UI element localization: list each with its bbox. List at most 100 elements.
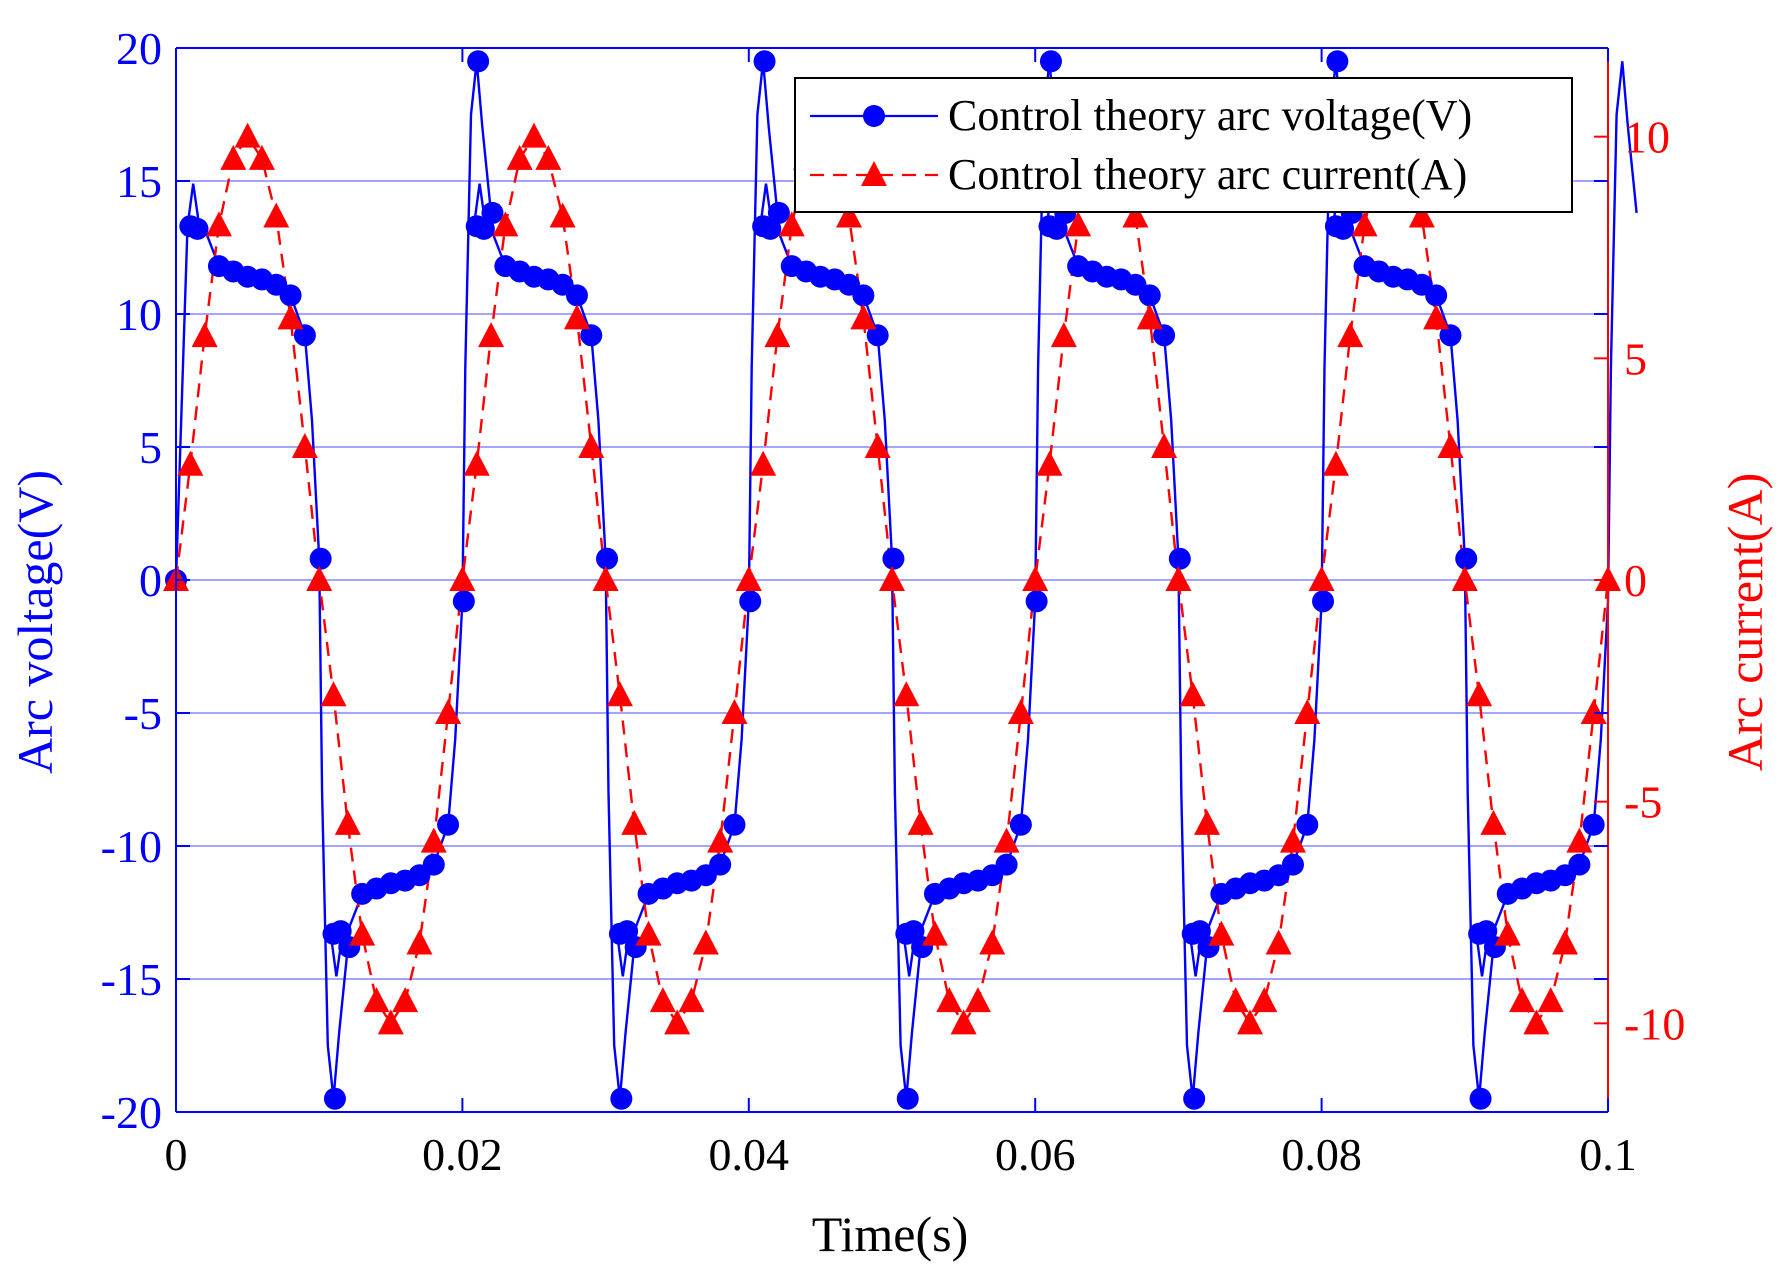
current-point (521, 122, 547, 148)
current-point (936, 987, 963, 1013)
current-point (1294, 699, 1321, 724)
voltage-point (186, 217, 209, 240)
current-point (406, 929, 433, 955)
x-tick-label: 0.06 (995, 1129, 1076, 1180)
current-point (1466, 681, 1493, 707)
current-point (1480, 809, 1507, 835)
y-right-tick-label: 10 (1624, 112, 1670, 163)
legend-voltage-marker (863, 105, 885, 127)
current-point (248, 144, 275, 170)
voltage-point (739, 590, 762, 613)
current-point (707, 827, 734, 853)
current-point (721, 699, 748, 724)
current-point (1279, 827, 1306, 853)
current-point (334, 809, 361, 835)
voltage-point (596, 547, 619, 570)
current-point (1494, 920, 1521, 946)
current-point (478, 322, 505, 348)
current-point (621, 809, 648, 835)
current-point (1322, 450, 1349, 476)
voltage-point (852, 284, 875, 307)
current-point (993, 827, 1020, 853)
current-point (1351, 211, 1378, 237)
voltage-point (293, 324, 316, 347)
legend-box (794, 77, 1573, 213)
current-point (1509, 987, 1536, 1013)
current-point (263, 202, 290, 228)
current-point (1007, 699, 1034, 724)
current-point (592, 566, 619, 591)
voltage-point (882, 547, 905, 570)
current-point (893, 681, 920, 707)
axes: 20 15 10 5 0 -5 -10 -15 -20 10 5 0 -5 -10 0 0.02 0.04 0.0… (101, 23, 1686, 1180)
voltage-point (759, 217, 782, 240)
current-point (291, 433, 318, 458)
current-point (606, 681, 633, 707)
current-point (363, 987, 390, 1013)
voltage-point (616, 920, 639, 943)
y-left-tick-label: -10 (101, 821, 162, 872)
current-point (1523, 1009, 1550, 1035)
y-left-tick-label: 20 (116, 23, 162, 74)
current-point (463, 450, 490, 476)
current-point (420, 827, 447, 853)
voltage-point (467, 50, 490, 73)
voltage-point (610, 1087, 633, 1110)
y-left-tick-label: -5 (124, 688, 162, 739)
current-point (1165, 566, 1192, 591)
voltage-point (437, 813, 460, 836)
voltage-point (1455, 547, 1478, 570)
current-point (535, 144, 562, 170)
current-point (1065, 211, 1092, 237)
voltage-point (723, 813, 746, 836)
y-left-tick-label: 5 (139, 422, 162, 473)
voltage-point (1281, 853, 1304, 876)
y-left-tick-label: 0 (139, 555, 162, 606)
voltage-point (1439, 324, 1462, 347)
x-tick-label: 0 (165, 1129, 188, 1180)
current-point (1036, 450, 1063, 476)
voltage-point (580, 324, 603, 347)
current-point (979, 929, 1006, 955)
y-right-tick-label: -5 (1624, 777, 1662, 828)
voltage-point (472, 217, 495, 240)
voltage-point (866, 324, 889, 347)
current-point (879, 566, 905, 591)
voltage-point (995, 853, 1018, 876)
y-axis-right-label: Arc current(A) (1717, 473, 1773, 771)
voltage-point (1296, 813, 1319, 836)
voltage-point (1475, 920, 1498, 943)
current-point (1451, 566, 1478, 591)
x-tick-label: 0.08 (1281, 1129, 1362, 1180)
current-point (1580, 699, 1607, 724)
current-point (320, 681, 347, 707)
y-right-tick-label: 0 (1624, 555, 1647, 606)
x-tick-label: 0.04 (709, 1129, 790, 1180)
voltage-point (329, 920, 352, 943)
voltage-point (1312, 590, 1335, 613)
voltage-point (753, 50, 776, 73)
current-point (1194, 809, 1221, 835)
current-point (563, 304, 590, 330)
voltage-point (1326, 50, 1349, 73)
current-point (449, 566, 476, 591)
y-left-tick-label: -15 (101, 954, 162, 1005)
current-point (750, 450, 777, 476)
current-point (850, 304, 877, 330)
current-point (635, 920, 662, 946)
current-point (950, 1009, 977, 1035)
voltage-point (1332, 217, 1355, 240)
current-point (1566, 827, 1593, 853)
current-point (907, 809, 934, 835)
legend-current-marker (861, 161, 887, 186)
current-point (1208, 920, 1235, 946)
voltage-point (1188, 920, 1211, 943)
current-point (964, 987, 991, 1013)
current-point (1265, 929, 1292, 955)
current-point (1222, 987, 1249, 1013)
y-left-tick-label: 10 (116, 289, 162, 340)
current-point (1423, 304, 1450, 330)
current-point (764, 322, 791, 348)
y-axis-left-label: Arc voltage(V) (7, 470, 63, 774)
